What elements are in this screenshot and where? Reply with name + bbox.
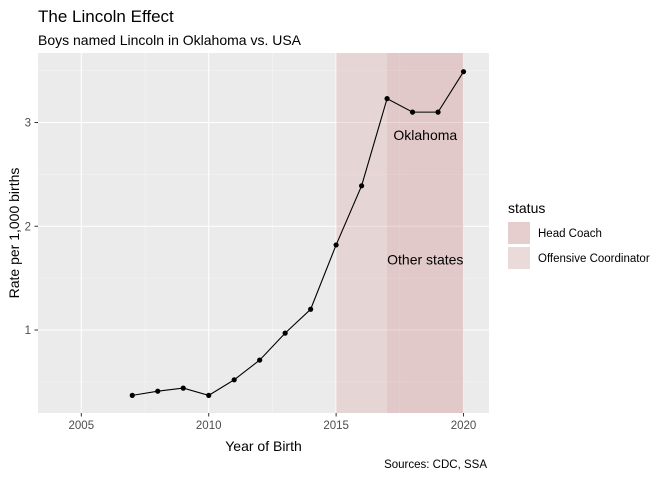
data-point [333, 242, 339, 248]
y-tick-label: 3 [25, 118, 31, 130]
major-gridlines [38, 53, 489, 413]
x-tick-label: 2020 [451, 420, 477, 432]
data-point [460, 69, 467, 75]
x-axis: 2005 2010 2015 2020 [69, 413, 477, 432]
legend-swatch [508, 247, 530, 269]
data-point [206, 392, 212, 398]
y-axis-title: Rate per 1,000 births [6, 168, 22, 299]
legend-swatch [508, 222, 530, 244]
y-axis: 1 2 3 [25, 118, 38, 337]
y-tick-label: 2 [25, 221, 31, 233]
minor-gridlines [38, 53, 489, 413]
chart-title: The Lincoln Effect [38, 7, 174, 26]
annotation-label: Other states [387, 251, 463, 267]
legend: status Head Coach Offensive Coordinator [508, 200, 650, 269]
data-point [129, 392, 135, 398]
data-point [308, 306, 314, 312]
region-offensive-coordinator [336, 53, 388, 413]
series-line [132, 71, 464, 396]
y-tick-label: 1 [25, 325, 31, 337]
data-point [409, 109, 416, 115]
chart-subtitle: Boys named Lincoln in Oklahoma vs. USA [38, 32, 302, 48]
data-point [282, 330, 288, 336]
data-point [435, 109, 441, 115]
legend-key-bg [508, 222, 530, 244]
chart-caption: Sources: CDC, SSA [384, 459, 487, 471]
legend-label: Offensive Coordinator [538, 253, 650, 265]
data-point [231, 377, 237, 383]
region-head-coach [387, 53, 464, 413]
annotations: Oklahoma Other states [387, 127, 463, 267]
data-point [384, 96, 390, 102]
data-point [155, 388, 161, 394]
x-axis-title: Year of Birth [225, 438, 302, 454]
x-tick-label: 2005 [69, 420, 95, 432]
data-point [257, 357, 263, 363]
series-layer [129, 69, 467, 398]
annotation-label: Oklahoma [393, 127, 457, 143]
legend-label: Head Coach [538, 228, 602, 240]
status-regions [336, 53, 464, 413]
x-tick-label: 2010 [196, 420, 222, 432]
data-point [180, 385, 186, 391]
legend-key-bg [508, 247, 530, 269]
data-point [358, 183, 365, 189]
legend-title: status [508, 200, 545, 216]
x-tick-label: 2015 [323, 420, 349, 432]
